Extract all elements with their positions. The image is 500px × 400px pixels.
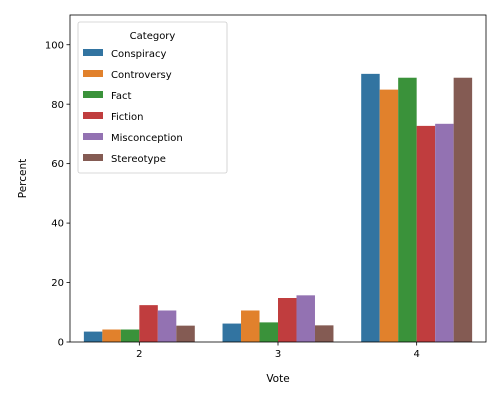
legend-label-misconception: Misconception xyxy=(111,133,183,144)
y-tick-label: 0 xyxy=(58,338,64,349)
bar-fact-3 xyxy=(260,322,278,342)
legend: Category Conspiracy Controversy Fact Fictio… xyxy=(78,22,227,173)
bar-conspiracy-4 xyxy=(361,74,379,342)
x-axis-ticks: 2 3 4 xyxy=(136,342,420,360)
bar-misconception-4 xyxy=(435,124,453,342)
x-tick-label: 3 xyxy=(275,349,281,360)
legend-label-conspiracy: Conspiracy xyxy=(111,49,167,60)
bar-conspiracy-2 xyxy=(84,332,102,342)
y-tick-label: 60 xyxy=(51,159,64,170)
y-tick-label: 40 xyxy=(51,219,64,230)
bar-fiction-2 xyxy=(139,305,157,342)
x-tick-label: 2 xyxy=(136,349,142,360)
y-tick-label: 20 xyxy=(51,278,64,289)
bar-fiction-4 xyxy=(417,126,435,342)
legend-swatch-stereotype xyxy=(83,154,103,161)
bar-stereotype-4 xyxy=(454,78,472,342)
y-axis-label: Percent xyxy=(17,159,29,199)
legend-label-stereotype: Stereotype xyxy=(111,154,166,165)
bar-misconception-3 xyxy=(296,295,314,342)
legend-label-fiction: Fiction xyxy=(111,112,143,123)
bar-controversy-3 xyxy=(241,310,259,342)
legend-swatch-misconception xyxy=(83,133,103,140)
bar-fact-4 xyxy=(398,78,416,342)
legend-swatch-controversy xyxy=(83,70,103,77)
bar-conspiracy-3 xyxy=(223,324,241,342)
bar-stereotype-3 xyxy=(315,325,333,342)
bar-controversy-2 xyxy=(102,330,120,342)
legend-label-controversy: Controversy xyxy=(111,70,172,81)
legend-swatch-conspiracy xyxy=(83,49,103,56)
x-tick-label: 4 xyxy=(413,349,419,360)
y-axis-ticks: 0 20 40 60 80 100 xyxy=(45,40,70,348)
bar-fact-2 xyxy=(121,330,139,342)
bar-misconception-2 xyxy=(158,310,176,342)
x-axis-label: Vote xyxy=(266,373,289,385)
bar-fiction-3 xyxy=(278,298,296,342)
y-tick-label: 100 xyxy=(45,40,64,51)
bar-controversy-4 xyxy=(380,90,398,342)
legend-label-fact: Fact xyxy=(111,91,131,102)
y-tick-label: 80 xyxy=(51,100,64,111)
bar-stereotype-2 xyxy=(176,326,194,342)
legend-swatch-fact xyxy=(83,91,103,98)
legend-title: Category xyxy=(130,31,176,42)
legend-swatch-fiction xyxy=(83,112,103,119)
